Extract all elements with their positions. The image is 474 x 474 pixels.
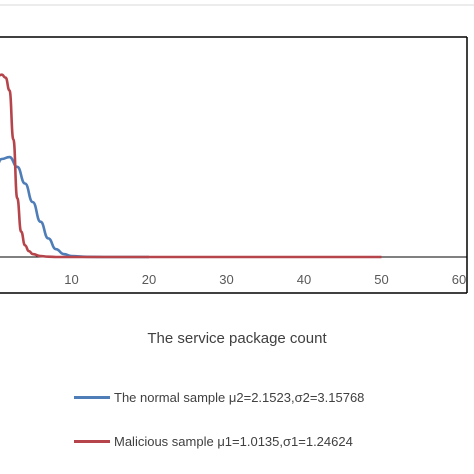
legend-label-normal: The normal sample μ2=2.1523,σ2=3.15768 — [114, 389, 365, 405]
x-tick-labels: 10 20 30 40 50 60 — [64, 272, 466, 287]
series-lines — [0, 73, 382, 259]
x-tick-label: 50 — [374, 272, 388, 287]
x-tick-label: 10 — [64, 272, 78, 287]
series-line-1 — [0, 73, 382, 259]
legend-item-malicious: Malicious sample μ1=1.0135,σ1=1.24624 — [74, 431, 353, 451]
legend-item-normal: The normal sample μ2=2.1523,σ2=3.15768 — [74, 387, 364, 407]
legend-swatch-malicious — [74, 439, 110, 443]
x-axis-label: The service package count — [147, 330, 327, 347]
legend-swatch-normal — [74, 395, 110, 399]
x-tick-label: 20 — [142, 272, 156, 287]
series-line-0 — [0, 155, 149, 259]
x-tick-label: 30 — [219, 272, 233, 287]
x-tick-label: 60 — [452, 272, 466, 287]
legend-label-malicious: Malicious sample μ1=1.0135,σ1=1.24624 — [114, 433, 353, 449]
x-tick-label: 40 — [297, 272, 311, 287]
